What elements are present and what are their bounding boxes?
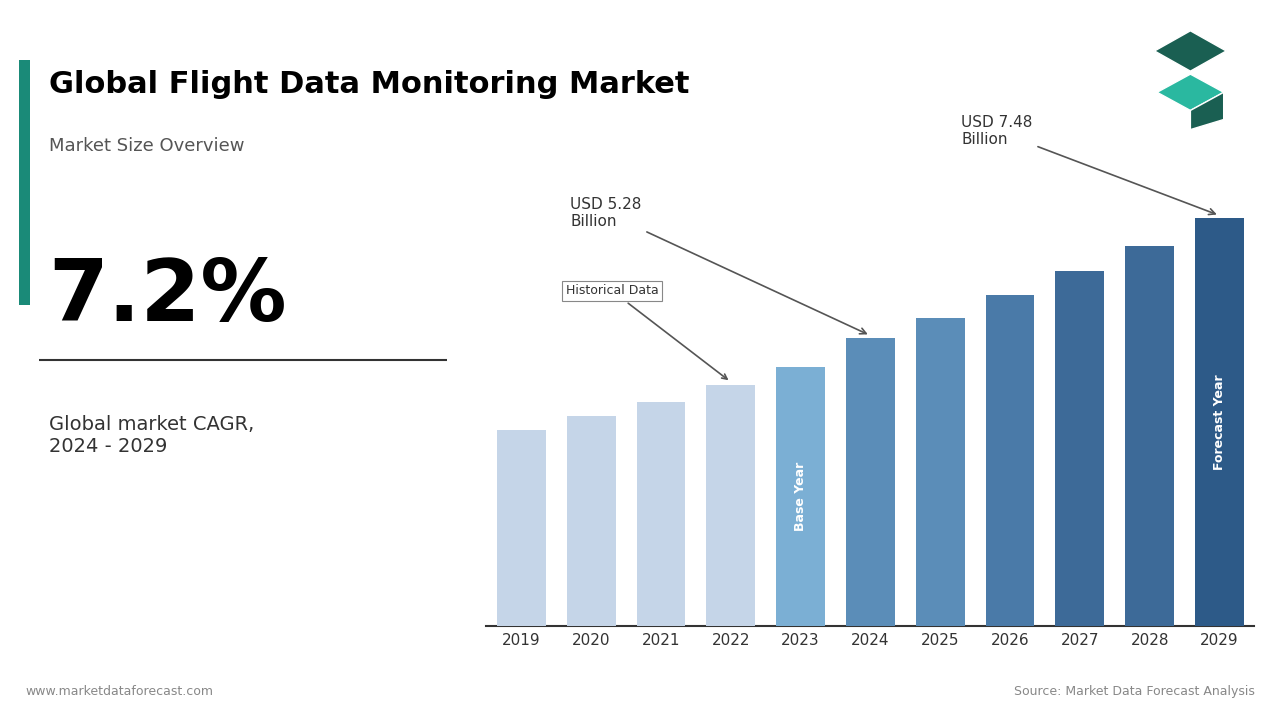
Bar bbox=[1196, 218, 1244, 626]
Text: Global Flight Data Monitoring Market: Global Flight Data Monitoring Market bbox=[49, 70, 689, 99]
Bar bbox=[1125, 246, 1174, 626]
Text: USD 7.48
Billion: USD 7.48 Billion bbox=[961, 115, 1215, 215]
Text: Market Size Overview: Market Size Overview bbox=[49, 137, 244, 155]
Bar bbox=[636, 402, 685, 626]
Polygon shape bbox=[1155, 31, 1226, 71]
Text: Source: Market Data Forecast Analysis: Source: Market Data Forecast Analysis bbox=[1014, 685, 1254, 698]
Bar bbox=[1056, 271, 1105, 626]
Bar bbox=[846, 338, 895, 626]
Bar bbox=[776, 367, 826, 626]
Text: Base Year: Base Year bbox=[794, 462, 808, 531]
Bar bbox=[707, 384, 755, 626]
Polygon shape bbox=[1157, 74, 1224, 110]
Bar bbox=[497, 430, 545, 626]
Bar bbox=[986, 295, 1034, 626]
Text: Global market CAGR,
2024 - 2029: Global market CAGR, 2024 - 2029 bbox=[49, 415, 253, 456]
Text: 7.2%: 7.2% bbox=[49, 256, 287, 339]
Text: www.marketdataforecast.com: www.marketdataforecast.com bbox=[26, 685, 214, 698]
Bar bbox=[19, 60, 31, 305]
Text: Historical Data: Historical Data bbox=[566, 284, 727, 379]
Text: Forecast Year: Forecast Year bbox=[1213, 374, 1226, 470]
Text: USD 5.28
Billion: USD 5.28 Billion bbox=[570, 197, 867, 334]
Bar bbox=[567, 416, 616, 626]
Bar bbox=[915, 318, 965, 626]
Polygon shape bbox=[1190, 92, 1224, 130]
